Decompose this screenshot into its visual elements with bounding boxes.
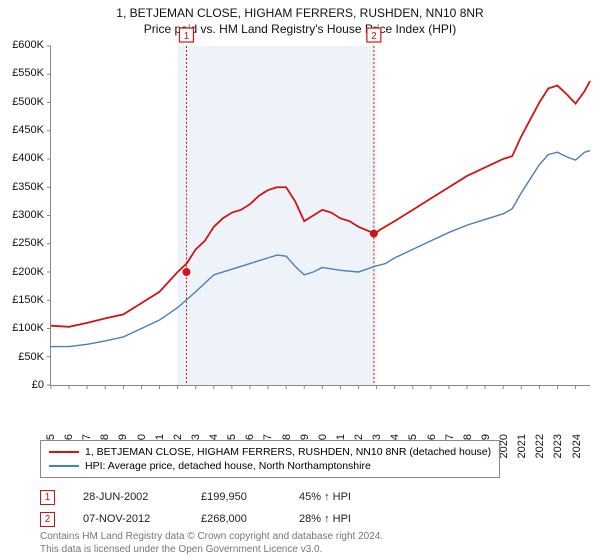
svg-text:2: 2	[371, 31, 377, 42]
sale-date-1: 28-JUN-2002	[83, 491, 173, 503]
attribution: Contains HM Land Registry data © Crown c…	[40, 531, 383, 556]
chart-area: 12 £0£50K£100K£150K£200K£250K£300K£350K£…	[50, 46, 590, 386]
sale-pct-2: 28% ↑ HPI	[299, 513, 379, 525]
legend: 1, BETJEMAN CLOSE, HIGHAM FERRERS, RUSHD…	[40, 440, 500, 478]
sales-table: 1 28-JUN-2002 £199,950 45% ↑ HPI 2 07-NO…	[40, 486, 379, 530]
sale-price-2: £268,000	[201, 513, 271, 525]
chart-container: 1, BETJEMAN CLOSE, HIGHAM FERRERS, RUSHD…	[0, 0, 600, 560]
sale-marker-2: 2	[40, 512, 55, 527]
legend-swatch-property	[49, 451, 79, 454]
x-tick-marks	[51, 385, 576, 389]
attribution-line2: This data is licensed under the Open Gov…	[40, 544, 383, 557]
sale-row-1: 1 28-JUN-2002 £199,950 45% ↑ HPI	[40, 486, 379, 508]
sale-marker-1: 1	[40, 490, 55, 505]
sale-row-2: 2 07-NOV-2012 £268,000 28% ↑ HPI	[40, 508, 379, 530]
chart-subtitle: Price paid vs. HM Land Registry's House …	[0, 20, 600, 40]
attribution-line1: Contains HM Land Registry data © Crown c…	[40, 531, 383, 544]
highlight-band	[178, 46, 377, 385]
y-tick-marks	[47, 46, 51, 385]
legend-swatch-hpi	[49, 465, 79, 467]
svg-text:1: 1	[184, 31, 190, 42]
legend-label-hpi: HPI: Average price, detached house, Nort…	[85, 460, 371, 472]
sale-pct-1: 45% ↑ HPI	[299, 491, 379, 503]
sale-price-1: £199,950	[201, 491, 271, 503]
legend-label-property: 1, BETJEMAN CLOSE, HIGHAM FERRERS, RUSHD…	[85, 446, 491, 458]
sale-date-2: 07-NOV-2012	[83, 513, 173, 525]
legend-row-hpi: HPI: Average price, detached house, Nort…	[49, 459, 491, 473]
chart-title: 1, BETJEMAN CLOSE, HIGHAM FERRERS, RUSHD…	[0, 0, 600, 20]
line-chart: 12	[50, 46, 590, 386]
legend-row-property: 1, BETJEMAN CLOSE, HIGHAM FERRERS, RUSHD…	[49, 445, 491, 459]
